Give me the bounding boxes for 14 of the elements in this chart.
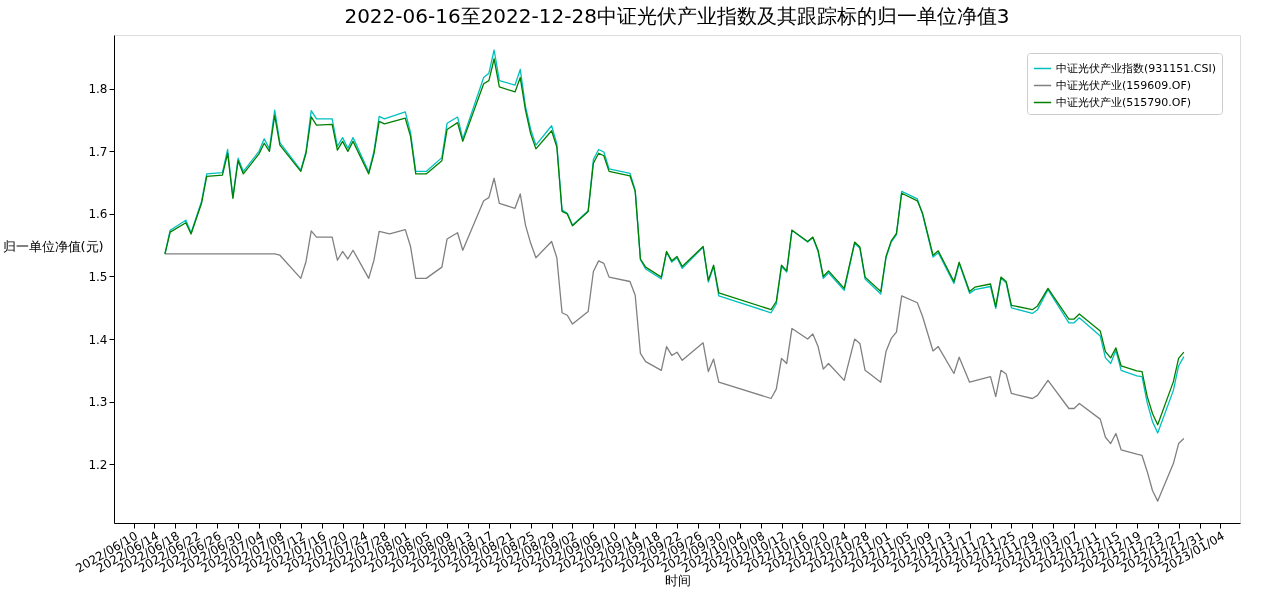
y-tick-label: 1.7: [88, 144, 108, 159]
chart-title: 2022-06-16至2022-12-28中证光伏产业指数及其跟踪标的归一单位净值3: [344, 4, 1010, 28]
y-tick-label: 1.8: [88, 82, 108, 97]
y-axis-title: 归一单位净值(元): [2, 238, 104, 254]
legend-label: 中证光伏产业(159609.OF): [1056, 78, 1192, 92]
legend-label: 中证光伏产业(515790.OF): [1056, 95, 1192, 109]
line-series: [164, 177, 1185, 502]
legend-label: 中证光伏产业指数(931151.CSI): [1056, 61, 1216, 75]
y-tick-label: 1.3: [88, 395, 108, 410]
y-tick-label: 1.5: [88, 270, 108, 284]
y-tick-label: 1.6: [88, 207, 108, 222]
y-tick-label: 1.4: [88, 332, 108, 347]
y-tick-label: 1.2: [88, 457, 108, 472]
x-axis-title: 时间: [664, 572, 691, 588]
